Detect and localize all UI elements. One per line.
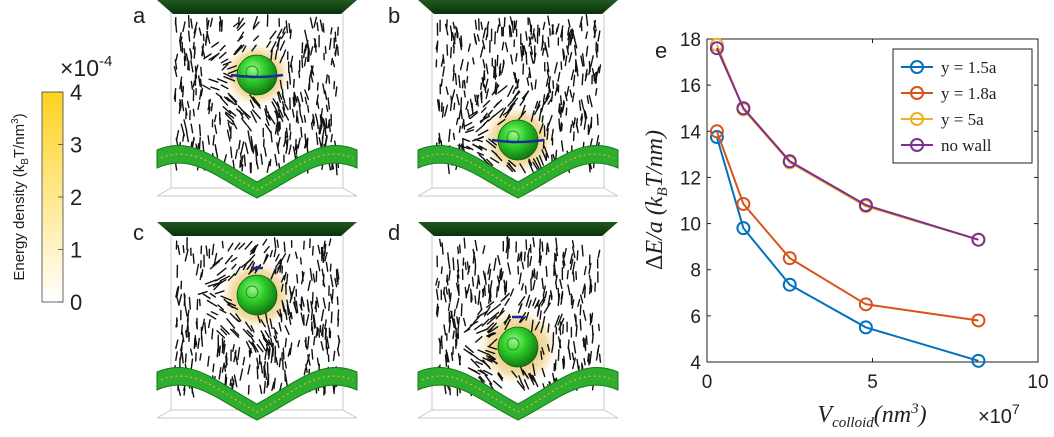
y-tick-label: 14 [680,122,702,143]
y-tick-label: 16 [680,76,701,97]
colorbar-tick-label: 4 [70,80,82,105]
chart-panel-label: e [655,38,667,63]
simulation-panel-d [418,222,618,420]
legend-entry: y = 5a [941,110,984,129]
x-tick-label: 5 [867,372,878,393]
panel-label-b: b [388,3,400,28]
x-axis-multiplier: ×107 [978,401,1020,428]
y-tick-label: 12 [680,168,701,189]
legend-entry: no wall [941,136,992,155]
simulation-panels: a b c d [133,0,618,420]
legend-entry: y = 1.5a [941,58,997,77]
y-tick-label: 18 [680,30,701,51]
top-wall [157,0,357,14]
colorbar-tick-label: 0 [70,290,82,315]
panel-label-a: a [133,3,146,28]
colorbar-tick-label: 2 [70,185,82,210]
top-wall [418,0,618,14]
y-tick-label: 8 [690,261,701,282]
y-tick-label: 10 [680,215,701,236]
legend: y = 1.5a y = 1.8a y = 5a no wall [893,49,1032,163]
x-axis-label: Vcolloid(nm3) [817,401,926,431]
top-wall [157,222,357,236]
simulation-panel-b [418,0,618,198]
y-tick-label: 6 [690,307,701,328]
colorbar-label: Energy density (kBT/nm3) [10,113,31,280]
x-tick-label: 0 [702,372,713,393]
x-tick-label: 10 [1027,372,1048,393]
colorbar-tick-label: 3 [70,133,82,158]
legend-entry: y = 1.8a [941,84,997,103]
colorbar-tick-label: 1 [70,238,82,263]
colorbar: 0 1 2 3 4 ×10-4 Energy density (kBT/nm3) [10,53,112,315]
panel-label-c: c [133,220,144,245]
panel-label-d: d [388,220,400,245]
colorbar-exponent: ×10-4 [60,53,112,81]
top-wall [418,222,618,236]
y-axis-label: ΔE/a (kBT/nm) [642,130,671,270]
simulation-panel-c [157,222,357,420]
simulation-panel-a [157,0,357,198]
y-tick-label: 4 [690,353,701,374]
